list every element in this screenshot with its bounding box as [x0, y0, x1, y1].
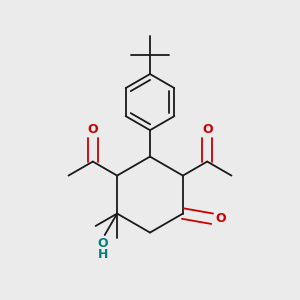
- Text: O: O: [215, 212, 226, 225]
- Text: O: O: [98, 237, 108, 250]
- Text: H: H: [98, 248, 108, 261]
- Text: O: O: [202, 123, 212, 136]
- Text: O: O: [88, 123, 98, 136]
